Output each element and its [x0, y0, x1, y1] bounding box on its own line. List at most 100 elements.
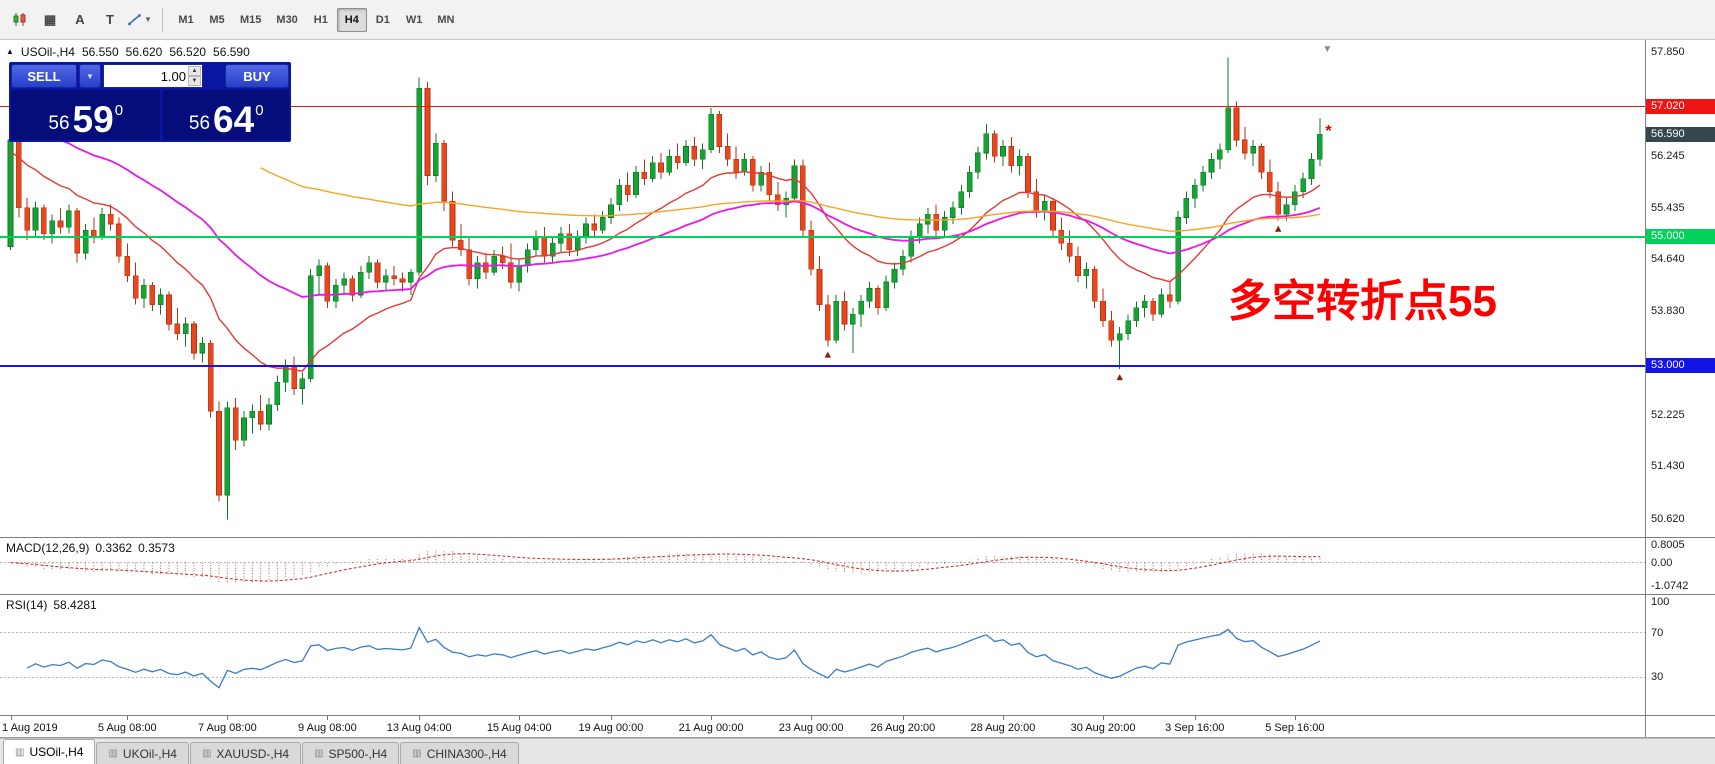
- chart-tab-usoilh4[interactable]: ▥ USOil-,H4: [3, 739, 96, 764]
- macd-axis-label: -1.0742: [1651, 580, 1689, 593]
- chart-type-icon[interactable]: [6, 7, 34, 33]
- candlestick-chart[interactable]: * ▼ 多空转折点55: [0, 40, 1645, 537]
- timeframe-h1[interactable]: H1: [306, 8, 336, 32]
- buy-price-whole: 56: [188, 113, 211, 134]
- timeframe-m30[interactable]: M30: [269, 8, 304, 32]
- time-tick-label: 13 Aug 04:00: [386, 722, 452, 734]
- sell-button[interactable]: SELL: [11, 64, 77, 88]
- price-axis-label: 56.245: [1651, 149, 1685, 162]
- timeframe-d1[interactable]: D1: [368, 8, 398, 32]
- macd-axis-label: 0.8005: [1651, 539, 1685, 552]
- ask-tick-marker: *: [1325, 123, 1332, 140]
- price-axis-label: 54.640: [1651, 253, 1685, 266]
- volume-value[interactable]: 1.00: [160, 68, 186, 84]
- symbol-header: ▲ USOil-,H4 56.550 56.620 56.520 56.590: [6, 45, 250, 59]
- macd-axis: 0.8005 0.00 -1.0742: [1645, 538, 1715, 594]
- time-tick-label: 7 Aug 08:00: [197, 722, 257, 734]
- order-options-dropdown[interactable]: ▼: [79, 64, 101, 88]
- time-tick-label: 23 Aug 00:00: [778, 722, 844, 734]
- draw-line-tool-icon[interactable]: ▼: [126, 7, 154, 33]
- one-click-trading-panel: SELL ▼ 1.00 ▲ ▼ BUY 56 59 0 5: [9, 62, 291, 142]
- buy-price-pips: 64: [213, 99, 255, 141]
- rsi-axis-label: 70: [1651, 626, 1664, 639]
- sell-price-pips: 59: [72, 99, 114, 141]
- chart-tab-icon: ▥: [108, 748, 118, 759]
- buy-price-display[interactable]: 56 64 0: [163, 90, 289, 140]
- chart-tab-icon: ▥: [314, 748, 324, 759]
- time-tick-mark: [1194, 716, 1196, 720]
- time-axis-corner: [1645, 716, 1715, 737]
- time-tick-mark: [1103, 716, 1105, 720]
- chart-tab-ukoilh4[interactable]: ▥ UKOil-,H4: [96, 742, 189, 764]
- time-tick-label: 9 Aug 08:00: [298, 722, 357, 734]
- volume-decrease-button[interactable]: ▼: [188, 76, 201, 86]
- timeframe-group: M1 M5 M15 M30 H1 H4 D1 W1 MN: [171, 7, 461, 32]
- price-axis[interactable]: 57.850 56.245 55.435 54.640 53.830 52.225 51.4…: [1645, 40, 1715, 537]
- chart-tab-label: SP500-,H4: [328, 746, 388, 761]
- price-axis-label: 51.430: [1651, 460, 1685, 473]
- symbol-title: USOil-,H4: [20, 45, 75, 59]
- ohlc-close: 56.590: [213, 45, 250, 59]
- toolbar-separator: [162, 7, 163, 32]
- time-tick-mark: [419, 716, 421, 720]
- timeframe-w1[interactable]: W1: [399, 8, 430, 32]
- rsi-value: 58.4281: [53, 598, 97, 612]
- ohlc-low: 56.520: [169, 45, 207, 59]
- time-tick-label: 21 Aug 00:00: [678, 722, 744, 734]
- macd-plot[interactable]: [0, 538, 1645, 594]
- macd-value-signal: 0.3573: [138, 541, 175, 555]
- rsi-panel: RSI(14) 58.4281 100 70 30: [0, 595, 1715, 716]
- macd-signal-line: [10, 553, 1320, 582]
- time-tick-label: 5 Sep 16:00: [1265, 722, 1325, 734]
- text-tool-icon[interactable]: A: [66, 7, 94, 33]
- sell-price-display[interactable]: 56 59 0: [11, 90, 161, 141]
- ohlc-high: 56.620: [125, 45, 163, 59]
- ohlc-open: 56.550: [81, 45, 119, 59]
- chart-tab-xauusdh4[interactable]: ▥ XAUUSD-,H4: [189, 742, 302, 764]
- chart-tab-label: USOil-,H4: [29, 745, 84, 759]
- timeframe-h4[interactable]: H4: [336, 7, 367, 32]
- time-tick-mark: [902, 716, 904, 720]
- time-tick-mark: [811, 716, 813, 720]
- level-price-tag: 55.000: [1646, 229, 1715, 245]
- time-tick-label: 15 Aug 04:00: [486, 722, 552, 734]
- timeframe-m15[interactable]: M15: [233, 8, 268, 32]
- main-chart-plot[interactable]: * ▼ 多空转折点55: [0, 40, 1645, 537]
- timeframe-m1[interactable]: M1: [171, 8, 201, 32]
- time-axis[interactable]: 1 Aug 2019 5 Aug 08:00 7 Aug 08:00 9 Aug 08…: [0, 716, 1715, 738]
- chart-tab-sp500h4[interactable]: ▥ SP500-,H4: [302, 742, 400, 764]
- timeframe-m5[interactable]: M5: [202, 8, 232, 32]
- text-frame-tool-icon[interactable]: T: [96, 7, 124, 33]
- price-axis-label: 53.830: [1651, 305, 1685, 318]
- time-tick-mark: [519, 716, 521, 720]
- time-tick-label: 30 Aug 20:00: [1070, 722, 1136, 734]
- time-tick-label: 1 Aug 2019: [2, 722, 58, 734]
- grid-icon[interactable]: ▦: [36, 7, 64, 33]
- time-tick-mark: [1002, 716, 1004, 720]
- ma-medium-line: [10, 114, 1321, 298]
- time-tick-mark: [127, 716, 129, 720]
- time-tick-mark: [327, 716, 329, 720]
- volume-spinner: ▲ ▼: [188, 66, 201, 86]
- ma-fast-line: [10, 151, 1321, 372]
- volume-input[interactable]: 1.00 ▲ ▼: [103, 64, 203, 88]
- buy-button[interactable]: BUY: [225, 64, 289, 88]
- rsi-chart[interactable]: [0, 595, 1645, 715]
- macd-axis-label: 0.00: [1651, 556, 1673, 569]
- chart-annotation[interactable]: 多空转折点55: [1228, 277, 1497, 326]
- timeframe-mn[interactable]: MN: [430, 8, 461, 32]
- volume-increase-button[interactable]: ▲: [188, 66, 201, 76]
- chart-tab-china300h4[interactable]: ▥ CHINA300-,H4: [400, 742, 519, 764]
- time-tick-mark: [1294, 716, 1296, 720]
- macd-title: MACD(12,26,9) 0.3362 0.3573: [6, 541, 175, 555]
- fractal-up-marker: [1116, 374, 1123, 381]
- rsi-title: RSI(14) 58.4281: [6, 598, 97, 612]
- rsi-line: [26, 626, 1321, 689]
- time-tick-label: 3 Sep 16:00: [1165, 722, 1225, 734]
- macd-indicator-name: MACD(12,26,9): [6, 541, 90, 555]
- macd-chart[interactable]: [0, 538, 1645, 594]
- sell-price-whole: 56: [48, 113, 70, 134]
- chart-tabs-bar: ▥ USOil-,H4 ▥ UKOil-,H4 ▥ XAUUSD-,H4 ▥ SP500-,H…: [0, 738, 1715, 764]
- macd-histogram: [18, 549, 1321, 584]
- rsi-plot[interactable]: [0, 595, 1645, 715]
